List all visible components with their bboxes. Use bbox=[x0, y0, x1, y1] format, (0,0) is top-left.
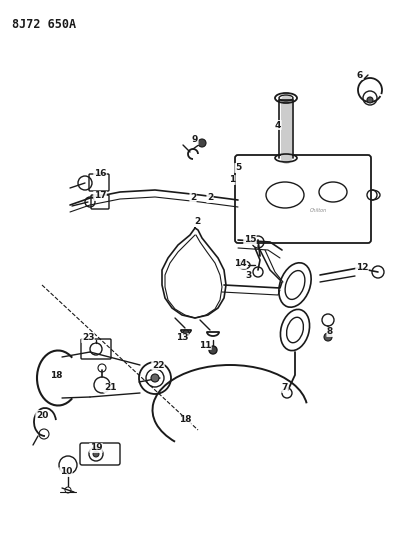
Text: 18: 18 bbox=[179, 416, 191, 424]
Circle shape bbox=[324, 333, 332, 341]
Text: Chilton: Chilton bbox=[309, 208, 327, 213]
Text: 5: 5 bbox=[235, 164, 241, 173]
Text: 17: 17 bbox=[94, 191, 106, 200]
Text: 4: 4 bbox=[275, 120, 281, 130]
Text: 14: 14 bbox=[234, 260, 246, 269]
Text: 18: 18 bbox=[50, 370, 62, 379]
Text: 1: 1 bbox=[229, 175, 235, 184]
Text: 2: 2 bbox=[207, 193, 213, 203]
Text: 12: 12 bbox=[356, 263, 368, 272]
Circle shape bbox=[183, 330, 189, 336]
Text: 22: 22 bbox=[152, 360, 164, 369]
Text: 21: 21 bbox=[104, 384, 116, 392]
Text: 8: 8 bbox=[327, 327, 333, 336]
Text: 3: 3 bbox=[245, 271, 251, 279]
Text: 2: 2 bbox=[190, 193, 196, 203]
Text: 13: 13 bbox=[176, 334, 188, 343]
Circle shape bbox=[367, 97, 373, 103]
Circle shape bbox=[198, 139, 206, 147]
Text: 23: 23 bbox=[82, 334, 94, 343]
Text: 19: 19 bbox=[90, 443, 102, 453]
Text: 2: 2 bbox=[194, 217, 200, 227]
Text: 8J72 650A: 8J72 650A bbox=[12, 18, 76, 31]
Text: 20: 20 bbox=[36, 410, 48, 419]
Circle shape bbox=[151, 374, 159, 382]
Text: 9: 9 bbox=[192, 135, 198, 144]
Text: 6: 6 bbox=[357, 70, 363, 79]
Text: 7: 7 bbox=[282, 384, 288, 392]
Text: 11: 11 bbox=[199, 341, 211, 350]
Text: 15: 15 bbox=[244, 236, 256, 245]
Text: 10: 10 bbox=[60, 467, 72, 477]
Circle shape bbox=[93, 451, 99, 457]
Text: 16: 16 bbox=[94, 169, 106, 179]
Circle shape bbox=[209, 346, 217, 354]
